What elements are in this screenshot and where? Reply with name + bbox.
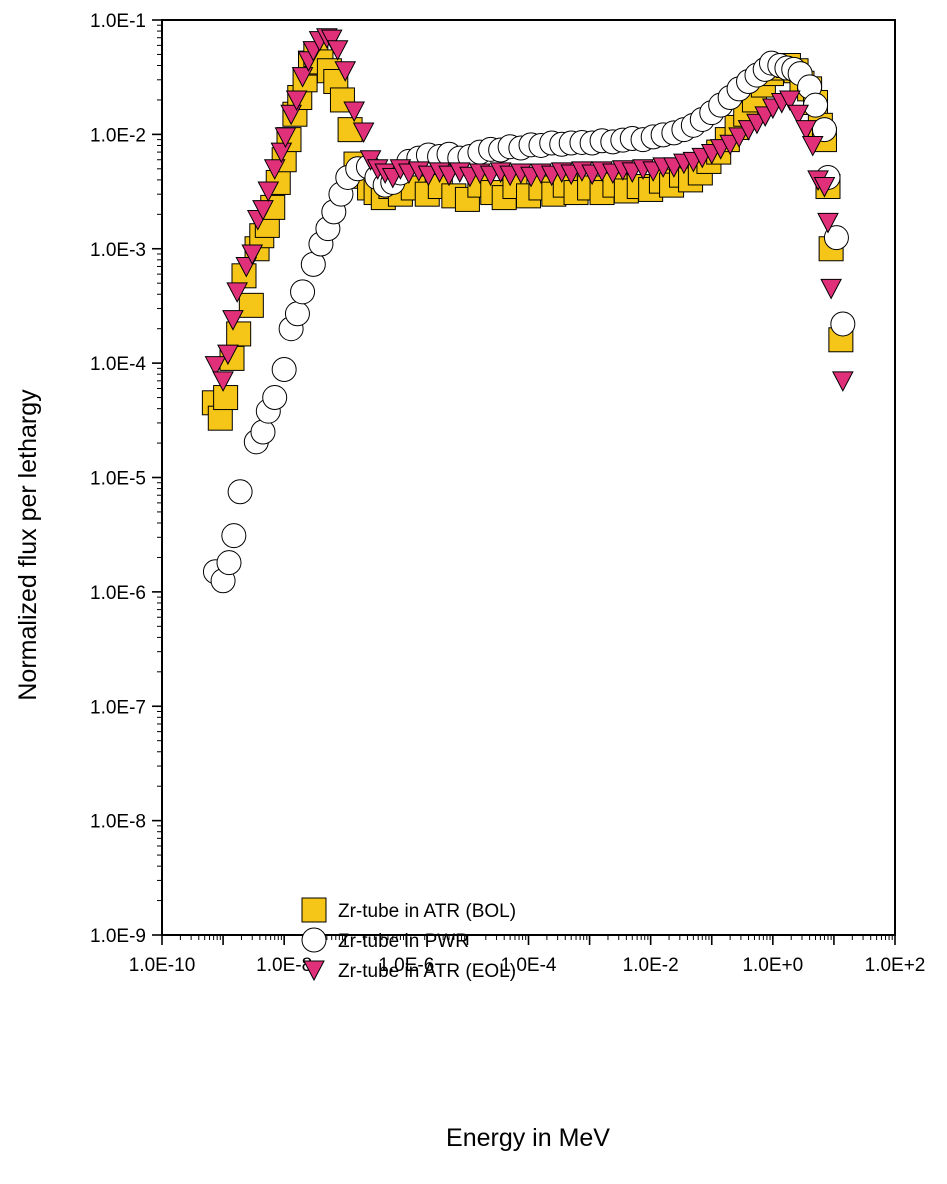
data-point xyxy=(207,405,233,431)
data-point xyxy=(728,127,750,148)
x-tick-label: 1.0E-8 xyxy=(256,955,312,976)
data-point xyxy=(813,177,836,198)
data-point xyxy=(274,127,297,148)
data-point xyxy=(285,90,308,112)
data-point xyxy=(795,120,817,141)
x-tick-label: 1.0E-6 xyxy=(378,955,434,976)
x-tick-label: 1.0E+2 xyxy=(865,955,926,976)
x-axis-title: Energy in MeV xyxy=(446,1124,610,1152)
y-tick-label: 1.0E-2 xyxy=(90,125,146,146)
y-axis-ticks: 1.0E-1 1.0E-2 1.0E-3 1.0E-4 1.0E-5 1.0E-6 1.0E… xyxy=(90,11,162,947)
legend: Zr-tube in ATR (BOL) Zr-tube in PWR Zr-tub… xyxy=(301,897,516,982)
legend-label: Zr-tube in ATR (BOL) xyxy=(338,901,516,922)
data-point xyxy=(271,356,297,382)
data-point xyxy=(343,101,366,123)
data-point xyxy=(217,344,239,366)
data-point xyxy=(241,244,264,266)
data-point xyxy=(291,67,314,88)
data-point xyxy=(320,29,343,51)
legend-marker xyxy=(301,927,327,953)
x-tick-label: 1.0E-10 xyxy=(129,955,196,976)
data-point xyxy=(216,550,242,576)
data-point xyxy=(352,122,375,144)
data-point xyxy=(213,385,239,411)
x-tick-label: 1.0E+0 xyxy=(742,955,803,976)
data-point xyxy=(250,419,276,445)
data-point xyxy=(326,40,349,61)
data-point xyxy=(238,292,264,318)
legend-label: Zr-tube in ATR (EOL) xyxy=(338,961,516,982)
y-tick-label: 1.0E-7 xyxy=(90,697,146,718)
data-point xyxy=(204,356,227,377)
x-tick-label: 1.0E-2 xyxy=(623,955,679,976)
data-point xyxy=(212,371,234,392)
data-point xyxy=(263,159,286,180)
y-tick-label: 1.0E-8 xyxy=(90,812,146,833)
y-tick-label: 1.0E-9 xyxy=(90,926,146,947)
data-point xyxy=(334,61,357,82)
data-point xyxy=(262,385,288,411)
data-point xyxy=(257,181,280,203)
data-point xyxy=(823,225,849,251)
data-point xyxy=(227,479,253,505)
y-axis-title: Normalized flux per lethargy xyxy=(14,389,42,701)
y-tick-label: 1.0E-3 xyxy=(90,240,146,261)
plot-area xyxy=(201,28,856,594)
data-point xyxy=(226,282,248,303)
data-point xyxy=(290,279,316,305)
series-2 xyxy=(204,28,854,392)
data-point xyxy=(284,301,310,327)
data-point xyxy=(811,117,837,143)
x-axis-ticks: 1.0E-10 1.0E-8 1.0E-6 1.0E-4 1.0E-2 1.0E+0 1.0… xyxy=(129,935,926,976)
data-point xyxy=(817,212,839,234)
x-tick-label: 1.0E-4 xyxy=(501,955,557,976)
data-point xyxy=(252,200,274,221)
legend-label: Zr-tube in PWR xyxy=(338,931,469,952)
data-point xyxy=(801,135,824,157)
data-point xyxy=(270,142,293,164)
data-point xyxy=(222,310,244,331)
y-tick-label: 1.0E-6 xyxy=(90,583,146,604)
data-point xyxy=(820,278,842,300)
legend-marker xyxy=(303,960,325,982)
data-point xyxy=(832,371,854,392)
data-point xyxy=(779,90,801,112)
legend-marker xyxy=(301,897,327,923)
y-tick-label: 1.0E-4 xyxy=(90,354,146,375)
data-point xyxy=(830,311,856,337)
y-tick-label: 1.0E-1 xyxy=(90,11,146,32)
data-point xyxy=(221,523,247,549)
data-point xyxy=(787,104,810,126)
y-tick-label: 1.0E-5 xyxy=(90,469,146,490)
